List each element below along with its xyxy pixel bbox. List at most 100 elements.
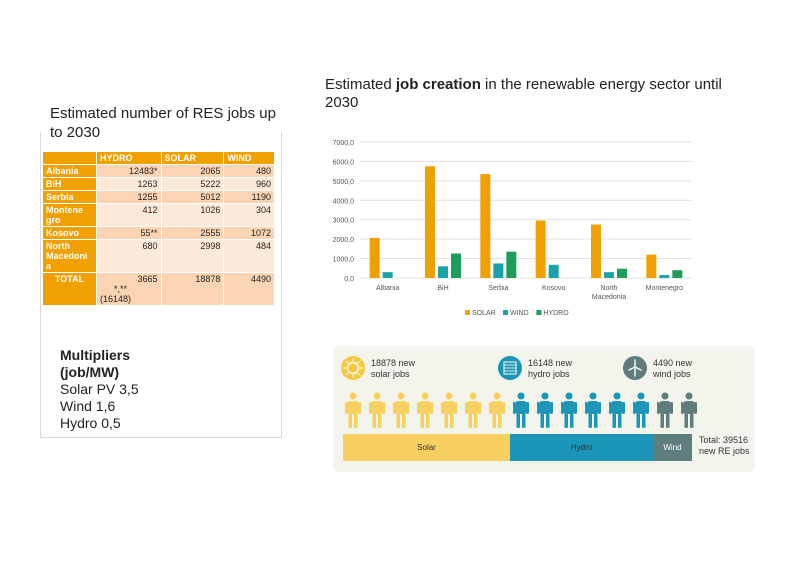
x-tick-label: Kosovo <box>542 285 565 292</box>
person-icon <box>441 392 457 428</box>
person-icon <box>681 392 697 428</box>
cell-solar: 2998 <box>160 239 225 273</box>
wind-jobs-count: 4490 new <box>653 358 693 368</box>
total-hydro-line1: 3665 <box>137 274 158 284</box>
legend-swatch <box>465 310 470 315</box>
bar-wind <box>493 263 504 278</box>
table-row: BiH 1263 5222 960 <box>42 177 275 191</box>
person-icon <box>369 392 385 428</box>
person-icon <box>537 392 553 428</box>
cell-hydro: 1255 <box>96 190 162 204</box>
bar-solar <box>535 220 546 278</box>
cell-solar: 5222 <box>160 177 225 191</box>
y-tick-label: 0,0 <box>344 276 354 283</box>
row-country: Serbia <box>42 190 97 204</box>
jobs-infographic: 18878 new solar jobs 16148 new hydro job… <box>333 346 755 472</box>
x-tick-label: BiH <box>437 285 448 292</box>
table-header-hydro: HYDRO <box>96 151 162 165</box>
res-jobs-title: Estimated number of RES jobs up to 2030 <box>50 105 276 141</box>
cell-wind: 960 <box>223 177 275 191</box>
bar-wind <box>548 264 559 278</box>
legend-entry: SOLAR <box>472 310 496 317</box>
person-icon <box>417 392 433 428</box>
bar-solar <box>591 224 601 278</box>
wind-jobs-label: wind jobs <box>653 369 691 379</box>
cell-wind: 1072 <box>223 226 275 240</box>
person-icon <box>561 392 577 428</box>
bar-hydro <box>451 253 461 278</box>
x-tick-label: Albania <box>376 285 399 292</box>
hydro-jobs-count: 16148 new <box>528 358 573 368</box>
x-tick-label: Macedonia <box>592 294 626 301</box>
cell-wind: 304 <box>223 203 275 227</box>
y-tick-label: 3000,0 <box>333 218 355 225</box>
wind-turbine-icon <box>623 356 647 380</box>
y-tick-label: 7000,0 <box>333 140 355 147</box>
table-header-wind: WIND <box>223 151 275 165</box>
hydro-jobs-text: 16148 new hydro jobs <box>528 358 572 380</box>
job-creation-bar-chart: 0,0 1000,0 2000,0 3000,0 4000,0 5000,0 6000,0 7… <box>333 140 692 317</box>
y-tick-label: 4000,0 <box>333 198 355 205</box>
total-label: TOTAL <box>42 272 97 306</box>
cell-solar: 2065 <box>160 164 225 178</box>
total-jobs-label: new RE jobs <box>699 446 750 456</box>
table-row: North Macedoni a 680 2998 484 <box>42 239 275 273</box>
table-header-blank <box>42 151 97 165</box>
cell-hydro: 55** <box>96 226 162 240</box>
bar-solar <box>480 174 491 278</box>
legend-swatch <box>503 310 508 315</box>
person-icon <box>513 392 529 428</box>
table-total-row: TOTAL 3665 *,** (16148) 18878 4490 <box>42 272 275 306</box>
row-country: Montene gro <box>42 203 97 227</box>
multipliers-title-2: (job/MW) <box>60 364 120 380</box>
person-icon <box>633 392 649 428</box>
cell-solar: 2555 <box>160 226 225 240</box>
y-tick-label: 6000,0 <box>333 159 355 166</box>
bar-wind <box>604 272 614 278</box>
table-row: Serbia 1255 5012 1190 <box>42 190 275 204</box>
person-icon <box>345 392 361 428</box>
chart-title-pre: Estimated <box>325 76 396 93</box>
table-row: Montene gro 412 1026 304 <box>42 203 275 227</box>
solar-bar: Solar <box>343 434 510 461</box>
bar-hydro <box>506 251 517 278</box>
bar-hydro <box>672 270 683 278</box>
bar-wind <box>438 266 448 278</box>
solar-jobs-text: 18878 new solar jobs <box>371 358 415 380</box>
total-hydro-line3: (16148) <box>100 294 132 304</box>
table-row: Albania 12483* 2065 480 <box>42 164 275 178</box>
cell-hydro: 680 <box>96 239 162 273</box>
sun-icon <box>341 356 365 380</box>
solar-jobs-label: solar jobs <box>371 369 410 379</box>
multiplier-wind: Wind 1,6 <box>60 398 116 414</box>
person-icon <box>465 392 481 428</box>
x-tick-label: Montenegro <box>646 285 683 292</box>
cell-wind: 1190 <box>223 190 275 204</box>
multipliers-title-1: Multipliers <box>60 347 131 363</box>
person-icon <box>393 392 409 428</box>
person-icon <box>657 392 673 428</box>
x-tick-label: North <box>600 285 617 292</box>
total-hydro-line2: *,** <box>114 284 128 294</box>
multiplier-hydro: Hydro 0,5 <box>60 415 121 431</box>
wind-jobs-text: 4490 new wind jobs <box>653 358 692 380</box>
hydro-jobs-label: hydro jobs <box>528 369 570 379</box>
wind-bar: Wind <box>653 434 692 461</box>
total-jobs-count: Total: 39516 <box>699 435 749 445</box>
row-country: North Macedoni a <box>42 239 97 273</box>
y-tick-label: 5000,0 <box>333 179 355 186</box>
bar-wind <box>659 275 670 278</box>
multiplier-solar: Solar PV 3,5 <box>60 381 139 397</box>
bar-wind <box>382 272 393 278</box>
total-hydro: 3665 *,** (16148) <box>96 272 162 306</box>
cell-wind: 480 <box>223 164 275 178</box>
people-row <box>345 392 697 428</box>
y-tick-label: 2000,0 <box>333 237 355 244</box>
table-header-row: HYDRO SOLAR WIND <box>42 151 275 165</box>
left-panel-frame <box>40 132 282 438</box>
chart-title: Estimated job creation in the renewable … <box>325 76 755 112</box>
legend-entry: HYDRO <box>543 310 569 317</box>
chart-title-bold: job creation <box>395 76 481 93</box>
x-tick-label: Serbia <box>488 285 508 292</box>
person-icon <box>609 392 625 428</box>
